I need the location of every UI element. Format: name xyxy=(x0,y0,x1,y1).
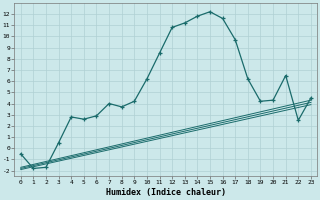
X-axis label: Humidex (Indice chaleur): Humidex (Indice chaleur) xyxy=(106,188,226,197)
